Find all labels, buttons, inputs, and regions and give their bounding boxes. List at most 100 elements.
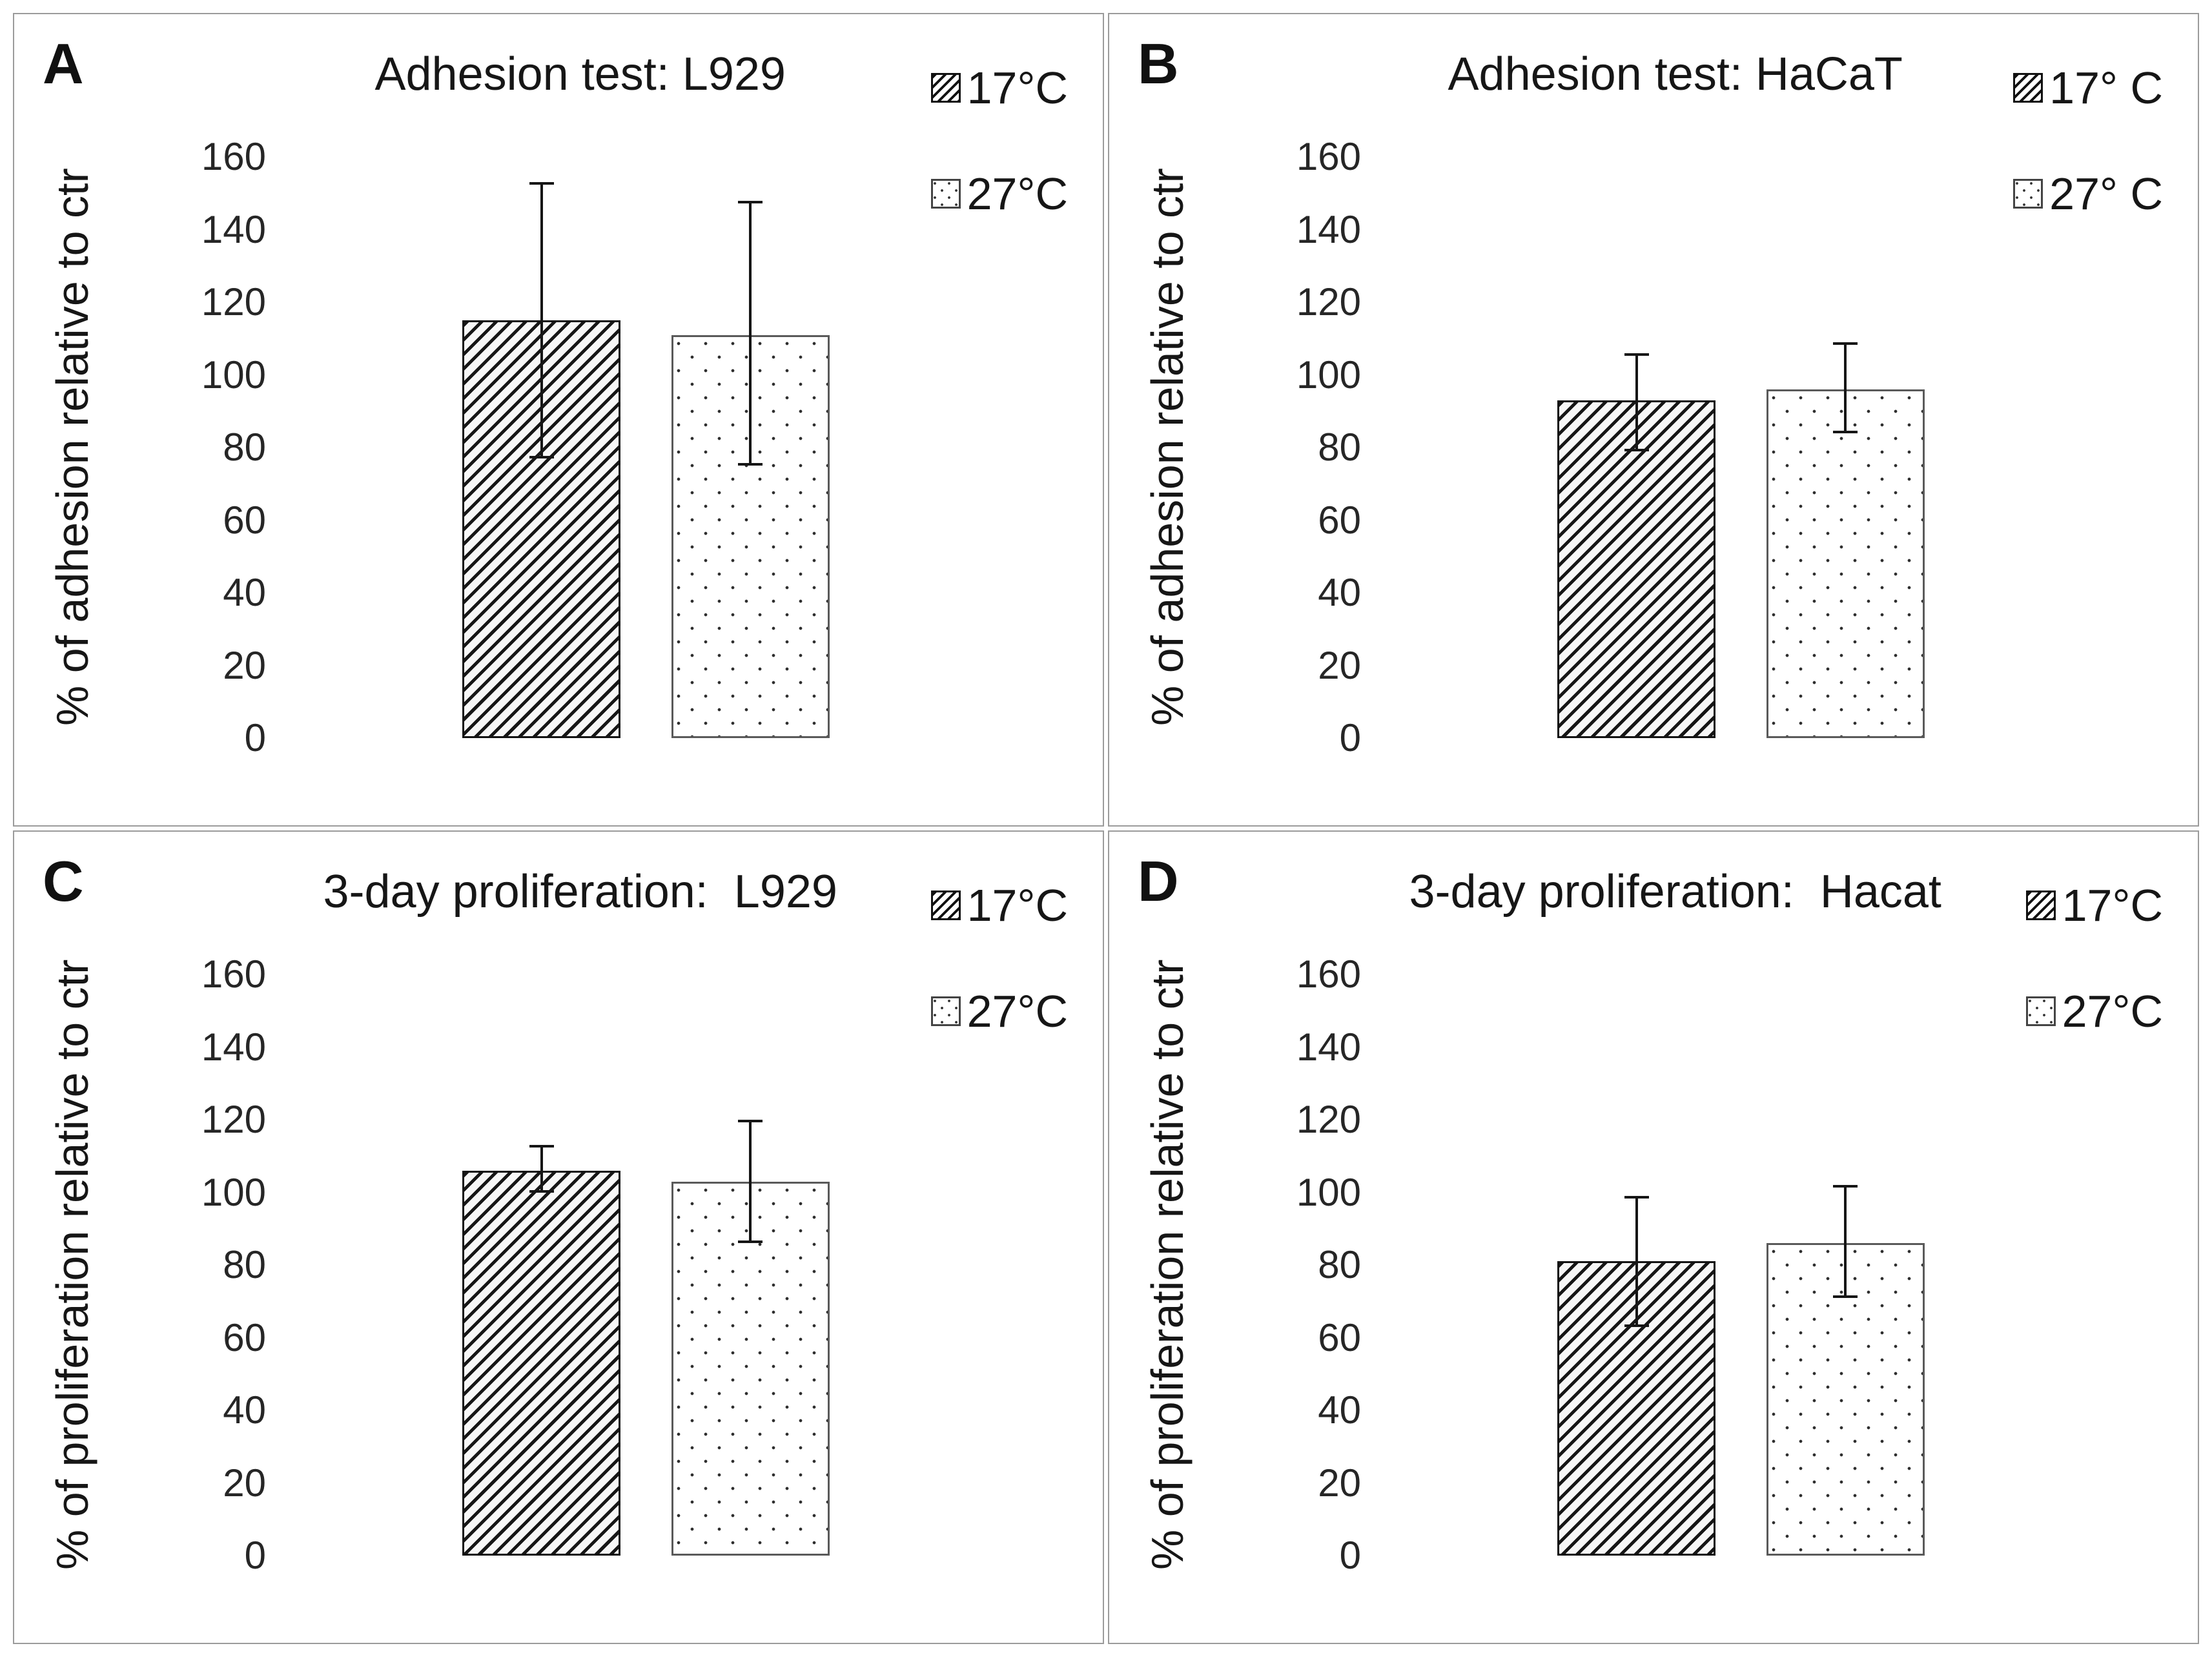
dots-swatch-icon [930,996,961,1026]
y-tick-label: 100 [1296,353,1361,396]
y-tick-label: 160 [1296,135,1361,178]
y-tick-label: 60 [1318,1315,1361,1359]
legend-item-17c: 17°C [2025,880,2163,931]
legend-label: 27°C [2062,986,2163,1036]
y-tick-label: 140 [1296,207,1361,251]
legend: 17°C 27°C [930,880,1068,1037]
y-tick-label: 0 [244,1534,266,1577]
y-tick-label: 140 [201,207,266,251]
y-tick-label: 100 [201,1170,266,1214]
chart-title: 3-day proliferation: Hacat [1409,866,1941,918]
y-tick-label: 40 [223,571,266,614]
y-tick-label: 40 [1318,1388,1361,1432]
y-tick-label: 120 [1296,280,1361,324]
y-tick-label: 120 [201,280,266,324]
y-tick-label: 60 [223,1315,266,1359]
hatch-swatch-icon [2025,890,2056,920]
panel-label: B [1138,32,1179,96]
y-tick-label: 0 [244,716,266,759]
y-axis-ticks: 160 140 120 100 80 60 40 20 0 [111,138,266,757]
legend: 17°C 27°C [930,62,1068,220]
panel-b: B Adhesion test: HaCaT 17° C 27° C % of … [1108,13,2199,827]
chart-title: 3-day proliferation: L929 [323,866,837,918]
y-axis-label: % of adhesion relative to ctr [47,168,97,726]
legend-label: 27°C [967,169,1068,219]
hatch-swatch-icon [930,73,961,103]
y-axis-label: % of proliferation relative to ctr [1142,959,1193,1570]
y-tick-label: 60 [1318,498,1361,542]
legend-item-17c: 17°C [930,880,1068,931]
error-bar-27°C [749,200,752,466]
bar-27° C [1766,389,1925,738]
y-tick-label: 20 [1318,643,1361,687]
error-bar-27°C [749,1120,752,1244]
legend-label: 17°C [2062,880,2163,931]
y-tick-label: 80 [1318,426,1361,469]
plot-area [1380,157,2013,738]
legend-item-27c: 27°C [930,168,1068,220]
bar-17° C [1557,400,1716,738]
y-tick-label: 140 [201,1025,266,1069]
y-axis-ticks: 160 140 120 100 80 60 40 20 0 [1206,955,1361,1575]
dots-swatch-icon [930,179,961,209]
panel-c: C 3-day proliferation: L929 17°C 27°C % … [13,830,1104,1644]
legend-item-27c: 27°C [2025,985,2163,1037]
y-tick-label: 80 [223,1243,266,1286]
legend-item-27c: 27°C [930,985,1068,1037]
panel-d: D 3-day proliferation: Hacat 17°C 27°C %… [1108,830,2199,1644]
plot-area [1380,974,2013,1556]
y-tick-label: 60 [223,498,266,542]
legend-label: 17°C [967,63,1068,113]
error-bar-17°C [1635,1196,1638,1327]
y-tick-label: 80 [223,426,266,469]
y-tick-label: 100 [1296,1170,1361,1214]
hatch-swatch-icon [930,890,961,920]
plot-area [285,974,918,1556]
legend-label: 17° C [2049,63,2163,113]
chart-title: Adhesion test: HaCaT [1448,48,1903,100]
error-bar-17°C [540,182,543,458]
y-tick-label: 40 [1318,571,1361,614]
y-tick-label: 80 [1318,1243,1361,1286]
dots-swatch-icon [2013,179,2043,209]
error-bar-27°C [1844,1185,1847,1298]
y-axis-label: % of adhesion relative to ctr [1142,168,1193,726]
y-tick-label: 120 [201,1098,266,1141]
panel-grid: A Adhesion test: L929 17°C 27°C % of adh… [13,13,2199,1644]
error-bar-27° C [1844,342,1847,433]
y-tick-label: 0 [1339,1534,1361,1577]
legend-item-17c: 17° C [2013,62,2163,114]
y-axis-ticks: 160 140 120 100 80 60 40 20 0 [111,955,266,1575]
dots-swatch-icon [2025,996,2056,1026]
y-axis-ticks: 160 140 120 100 80 60 40 20 0 [1206,138,1361,757]
y-tick-label: 160 [1296,952,1361,996]
y-tick-label: 120 [1296,1098,1361,1141]
y-tick-label: 20 [223,1461,266,1505]
panel-label: D [1138,849,1179,913]
panel-label: A [43,32,84,96]
legend: 17°C 27°C [2025,880,2163,1037]
y-tick-label: 160 [201,952,266,996]
y-tick-label: 160 [201,135,266,178]
legend-label: 17°C [967,880,1068,931]
legend-label: 27° C [2049,169,2163,219]
legend-item-17c: 17°C [930,62,1068,114]
y-tick-label: 100 [201,353,266,396]
y-tick-label: 20 [1318,1461,1361,1505]
y-tick-label: 140 [1296,1025,1361,1069]
plot-area [285,157,918,738]
y-axis-label: % of proliferation relative to ctr [47,959,97,1570]
legend-label: 27°C [967,986,1068,1036]
chart-title: Adhesion test: L929 [374,48,786,100]
legend: 17° C 27° C [2013,62,2163,220]
y-tick-label: 0 [1339,716,1361,759]
panel-a: A Adhesion test: L929 17°C 27°C % of adh… [13,13,1104,827]
hatch-swatch-icon [2013,73,2043,103]
y-tick-label: 40 [223,1388,266,1432]
y-tick-label: 20 [223,643,266,687]
bar-17°C [462,1170,621,1556]
error-bar-17° C [1635,353,1638,451]
legend-item-27c: 27° C [2013,168,2163,220]
error-bar-17°C [540,1145,543,1193]
